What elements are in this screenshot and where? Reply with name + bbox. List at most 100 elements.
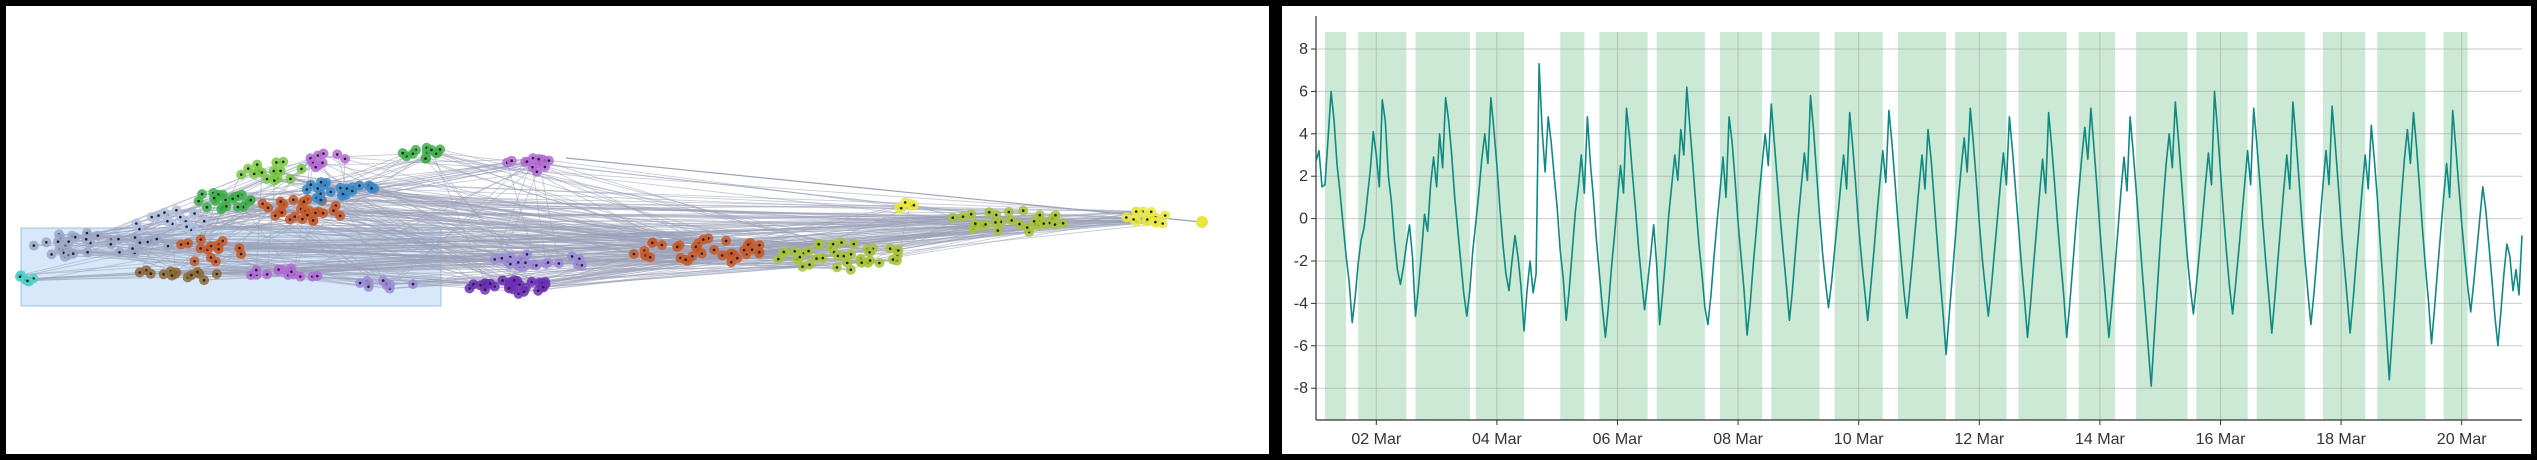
node[interactable] <box>680 254 691 265</box>
node[interactable] <box>966 209 977 220</box>
node[interactable] <box>163 241 173 251</box>
node[interactable] <box>236 169 247 180</box>
node[interactable] <box>269 175 280 186</box>
node[interactable] <box>257 198 268 209</box>
node[interactable] <box>958 211 968 222</box>
node[interactable] <box>68 248 79 259</box>
node[interactable] <box>1018 205 1029 216</box>
node[interactable] <box>92 230 103 241</box>
node[interactable] <box>297 214 308 225</box>
node[interactable] <box>1003 207 1014 217</box>
node[interactable] <box>153 210 164 221</box>
node[interactable] <box>543 257 554 268</box>
node[interactable] <box>113 234 124 245</box>
node[interactable] <box>81 234 92 245</box>
node[interactable] <box>887 254 898 265</box>
node[interactable] <box>289 211 300 222</box>
node[interactable] <box>397 148 408 159</box>
node[interactable] <box>794 252 805 263</box>
node[interactable] <box>114 247 125 258</box>
node[interactable] <box>497 275 508 286</box>
node[interactable] <box>312 271 323 281</box>
node[interactable] <box>275 165 286 176</box>
node[interactable] <box>363 281 374 292</box>
node[interactable] <box>158 269 169 280</box>
node[interactable] <box>947 212 958 223</box>
node[interactable] <box>513 257 524 268</box>
node[interactable] <box>864 247 875 258</box>
node[interactable] <box>245 195 256 206</box>
node[interactable] <box>199 275 210 286</box>
node[interactable] <box>205 252 216 263</box>
node[interactable] <box>544 155 554 166</box>
network-graph[interactable] <box>6 6 1269 454</box>
node[interactable] <box>186 270 197 281</box>
node[interactable] <box>408 279 418 290</box>
node[interactable] <box>797 261 808 272</box>
node[interactable] <box>538 282 549 293</box>
node[interactable] <box>227 193 238 204</box>
node[interactable] <box>1029 216 1040 227</box>
node[interactable] <box>46 249 57 260</box>
node[interactable] <box>201 202 212 213</box>
node[interactable] <box>134 224 145 235</box>
node[interactable] <box>193 196 204 207</box>
node[interactable] <box>836 237 847 248</box>
node[interactable] <box>828 239 839 250</box>
node[interactable] <box>41 237 52 248</box>
node[interactable] <box>576 260 587 271</box>
node[interactable] <box>195 243 206 254</box>
node[interactable] <box>189 256 200 267</box>
node[interactable] <box>249 168 260 179</box>
node[interactable] <box>182 238 193 249</box>
node-group[interactable] <box>15 142 1171 299</box>
node[interactable] <box>236 249 247 260</box>
node[interactable] <box>199 216 210 227</box>
node[interactable] <box>310 207 321 218</box>
node[interactable] <box>803 246 814 257</box>
node[interactable] <box>1196 216 1208 228</box>
node[interactable] <box>206 241 217 251</box>
node[interactable] <box>145 268 156 279</box>
node[interactable] <box>848 239 859 249</box>
node[interactable] <box>420 153 431 164</box>
node[interactable] <box>845 264 856 275</box>
node[interactable] <box>252 159 263 170</box>
network-graph-panel[interactable] <box>6 6 1269 454</box>
node[interactable] <box>778 246 789 257</box>
node[interactable] <box>1160 210 1171 221</box>
node[interactable] <box>262 269 273 280</box>
node[interactable] <box>189 208 200 219</box>
node[interactable] <box>378 275 389 286</box>
node[interactable] <box>332 149 343 160</box>
node[interactable] <box>1142 214 1153 225</box>
node[interactable] <box>628 249 639 259</box>
node[interactable] <box>656 240 667 250</box>
node[interactable] <box>874 258 885 268</box>
node[interactable] <box>315 195 326 205</box>
node[interactable] <box>990 217 1001 228</box>
node[interactable] <box>338 189 348 199</box>
node[interactable] <box>296 163 307 174</box>
node[interactable] <box>175 212 186 223</box>
node[interactable] <box>520 257 531 268</box>
node[interactable] <box>270 210 281 221</box>
node[interactable] <box>505 259 516 270</box>
node[interactable] <box>256 167 267 178</box>
node[interactable] <box>970 218 981 229</box>
node[interactable] <box>817 253 828 263</box>
node[interactable] <box>105 239 116 250</box>
node[interactable] <box>251 265 262 276</box>
node[interactable] <box>318 148 329 159</box>
node[interactable] <box>856 257 867 268</box>
node[interactable] <box>504 283 514 294</box>
node[interactable] <box>53 236 63 247</box>
node[interactable] <box>366 183 377 194</box>
node[interactable] <box>672 241 683 252</box>
node[interactable] <box>1058 218 1069 229</box>
node[interactable] <box>717 250 728 261</box>
node[interactable] <box>301 184 312 195</box>
node[interactable] <box>698 234 709 245</box>
node[interactable] <box>308 215 319 226</box>
node[interactable] <box>271 157 282 168</box>
